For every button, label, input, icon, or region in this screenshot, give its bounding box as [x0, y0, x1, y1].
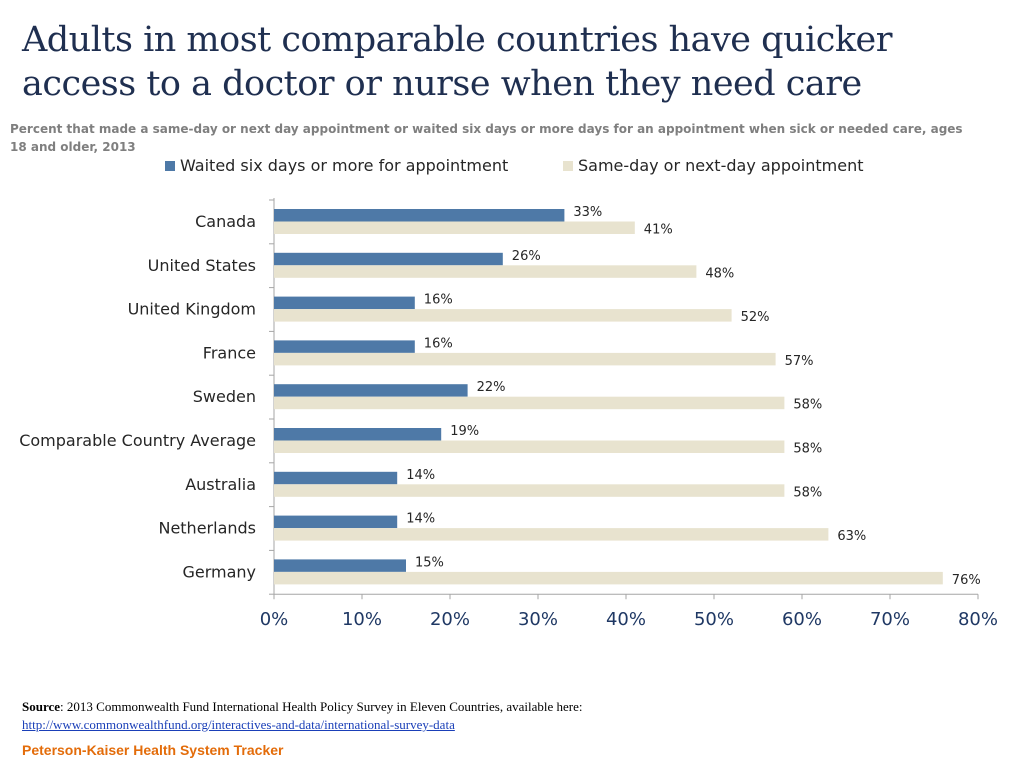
bar-chart: 0% 10% 20% 30% 40% 50% 60% 70% 80% Canada 33% 41% Un… [19, 198, 998, 630]
chart-subtitle: Percent that made a same-day or next day… [10, 122, 963, 154]
category-label: Sweden [193, 387, 256, 406]
x-tick-label: 60% [782, 609, 822, 630]
x-tick-label: 70% [870, 609, 910, 630]
data-label-waited: 14% [406, 468, 435, 483]
data-label-waited: 26% [512, 249, 541, 264]
bar-waited [274, 209, 565, 222]
category-label: Comparable Country Average [19, 431, 256, 450]
bar-same-day [274, 396, 785, 410]
bar-same-day [274, 352, 776, 366]
data-label-same-day: 58% [793, 442, 822, 457]
legend-item-same-day: Same-day or next-day appointment [563, 156, 863, 175]
category-label: Netherlands [158, 519, 256, 538]
x-tick-label: 40% [606, 609, 646, 630]
category-label: France [203, 343, 256, 362]
source-note: Source: 2013 Commonwealth Fund Internati… [22, 698, 1002, 734]
data-label-same-day: 41% [644, 223, 673, 238]
data-label-waited: 19% [450, 424, 479, 439]
data-label-waited: 22% [477, 380, 506, 395]
bar-waited [274, 471, 398, 485]
bar-same-day [274, 484, 785, 497]
x-tick-label: 10% [342, 609, 382, 630]
data-label-same-day: 48% [705, 266, 734, 281]
bar-waited [274, 428, 442, 441]
bar-same-day [274, 571, 943, 585]
x-tick-label: 80% [958, 609, 998, 630]
data-label-waited: 15% [415, 555, 444, 570]
bar-waited [274, 340, 415, 353]
data-label-same-day: 58% [793, 485, 822, 500]
chart-title: Adults in most comparable countries have… [22, 20, 892, 104]
bar-same-day [274, 265, 697, 278]
data-label-same-day: 58% [793, 398, 822, 413]
bar-same-day [274, 440, 785, 453]
bar-waited [274, 559, 406, 572]
legend-label-waited: Waited six days or more for appointment [180, 156, 509, 175]
source-link[interactable]: http://www.commonwealthfund.org/interact… [22, 717, 455, 732]
bar-waited [274, 515, 398, 529]
legend-swatch-same-day [563, 160, 573, 171]
x-tick-label: 30% [518, 609, 558, 630]
category-label: Germany [182, 562, 256, 581]
bar-waited [274, 252, 503, 266]
source-label: Source [22, 699, 61, 714]
data-label-same-day: 57% [785, 354, 814, 369]
data-label-same-day: 52% [741, 310, 770, 325]
x-tick-label: 50% [694, 609, 734, 630]
data-label-waited: 16% [424, 293, 453, 308]
category-label: United States [148, 256, 256, 275]
bar-same-day [274, 309, 732, 322]
source-text: : 2013 Commonwealth Fund International H… [60, 699, 583, 714]
data-label-same-day: 63% [837, 529, 866, 544]
bar-waited [274, 296, 415, 310]
legend-item-waited: Waited six days or more for appointment [165, 156, 508, 175]
bar-waited [274, 384, 468, 397]
data-label-same-day: 76% [952, 573, 981, 588]
data-label-waited: 14% [406, 512, 435, 527]
x-tick-label: 20% [430, 609, 470, 630]
category-label: Canada [195, 212, 256, 231]
data-label-waited: 33% [573, 205, 602, 220]
legend-label-same-day: Same-day or next-day appointment [578, 156, 864, 175]
legend-swatch-waited [165, 160, 175, 171]
x-tick-label: 0% [260, 609, 289, 630]
legend: Waited six days or more for appointment … [0, 156, 1024, 180]
data-label-waited: 16% [424, 336, 453, 351]
bar-same-day [274, 528, 829, 541]
bar-same-day [274, 221, 635, 234]
brand-footer: Peterson-Kaiser Health System Tracker [22, 742, 284, 758]
category-label: United Kingdom [128, 300, 256, 319]
category-label: Australia [185, 475, 256, 494]
